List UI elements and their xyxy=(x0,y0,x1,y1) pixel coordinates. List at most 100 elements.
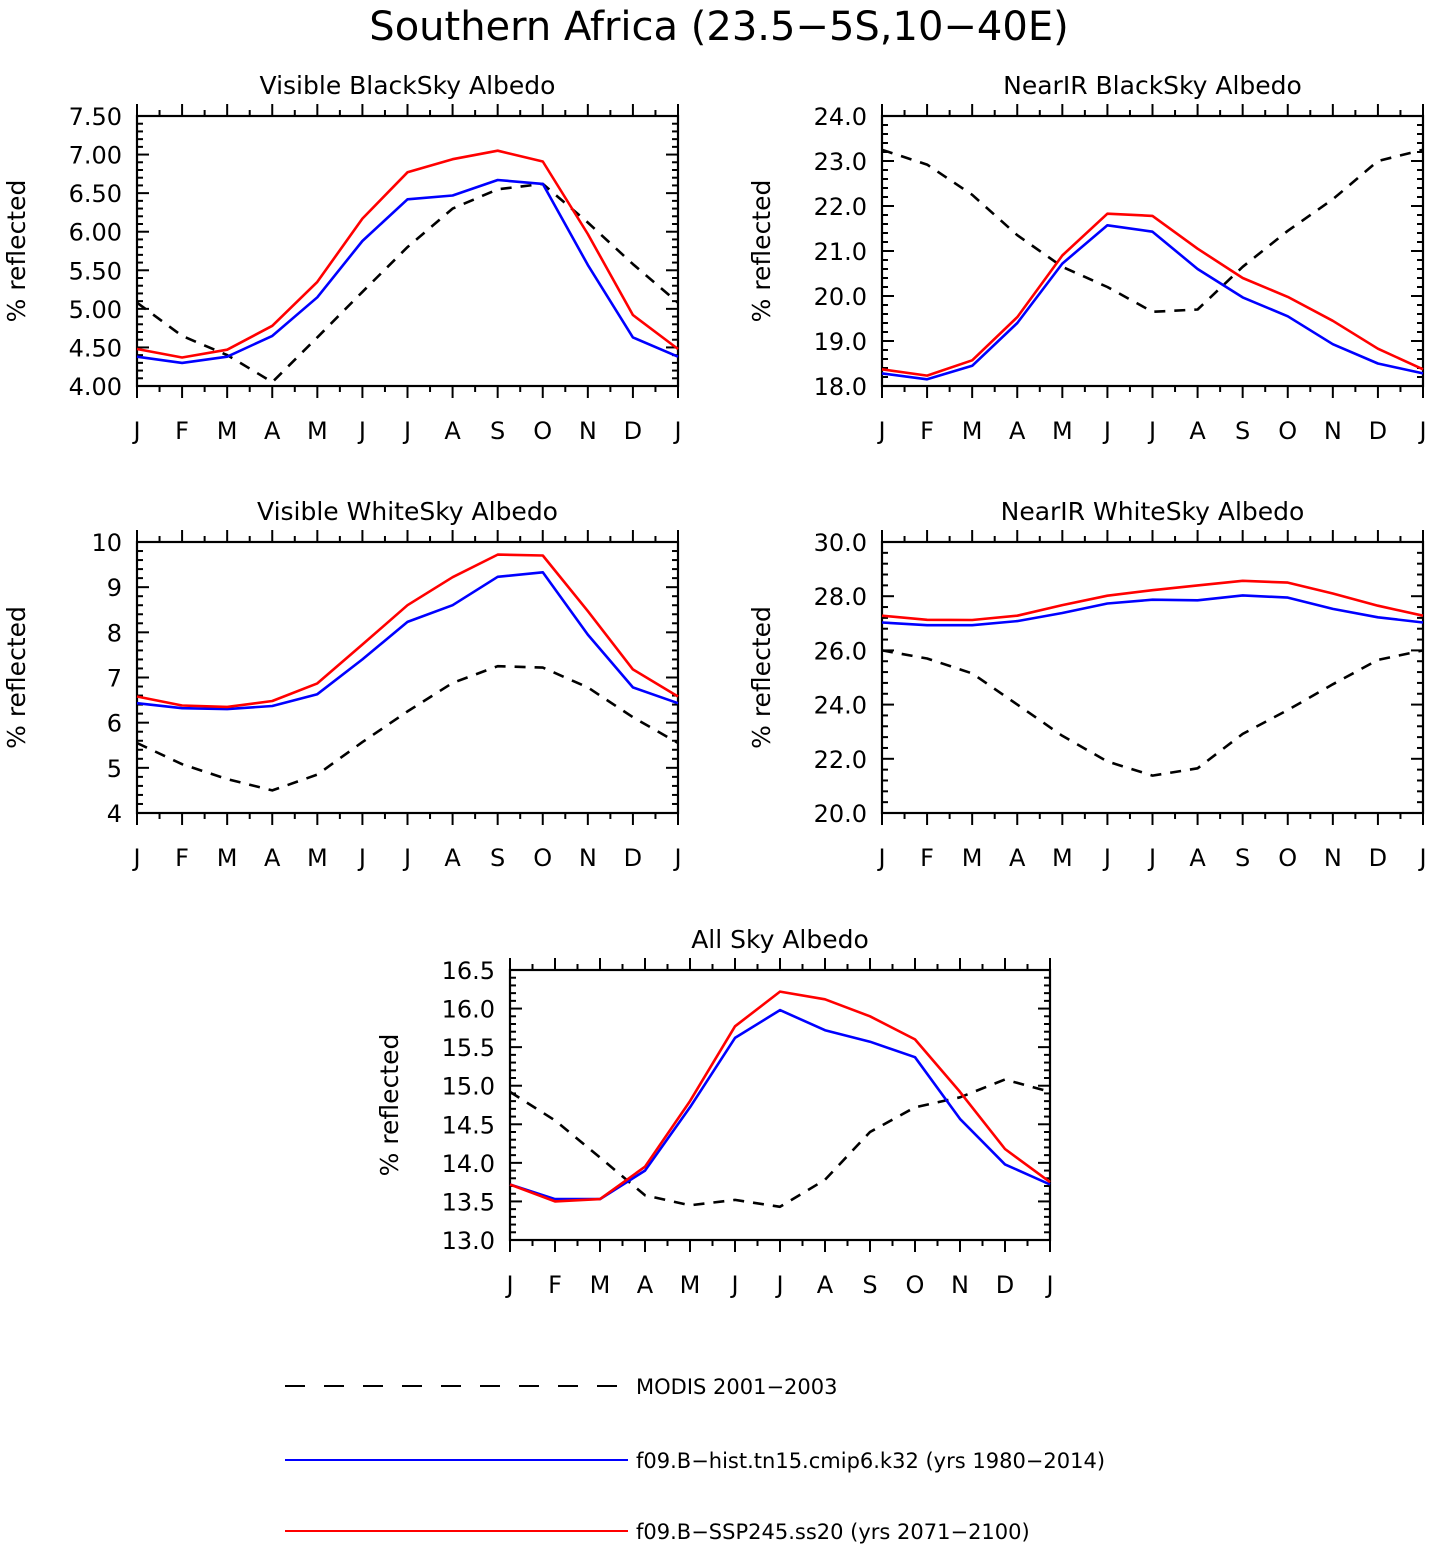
y-axis-label: % reflected xyxy=(2,180,31,323)
x-tick-label: M xyxy=(590,1271,611,1299)
x-tick-label: M xyxy=(680,1271,701,1299)
x-tick-label: M xyxy=(1052,844,1073,872)
x-tick-label: D xyxy=(1369,844,1387,872)
panel-title: Visible WhiteSky Albedo xyxy=(257,497,558,526)
x-tick-label: A xyxy=(1189,417,1206,445)
x-tick-label: O xyxy=(533,417,552,445)
y-tick-label: 13.0 xyxy=(442,1227,495,1255)
x-tick-label: D xyxy=(996,1271,1014,1299)
tick-marks xyxy=(881,530,1424,825)
y-tick-label: 14.0 xyxy=(442,1150,495,1178)
y-tick-label: 24.0 xyxy=(814,692,867,720)
y-tick-label: 22.0 xyxy=(814,746,867,774)
series-line-modis xyxy=(881,649,1424,777)
figure-title: Southern Africa (23.5−5S,10−40E) xyxy=(369,4,1068,50)
y-tick-label: 7.50 xyxy=(69,103,122,131)
legend-item-modis: MODIS 2001−2003 xyxy=(285,1375,838,1399)
series-line-ssp xyxy=(136,553,679,709)
x-tick-label: A xyxy=(444,844,461,872)
legend-item-ssp: f09.B−SSP245.ss20 (yrs 2071−2100) xyxy=(285,1520,1030,1544)
x-tick-label: N xyxy=(579,417,597,445)
x-tick-label: N xyxy=(951,1271,969,1299)
x-tick-label: J xyxy=(131,844,140,872)
x-tick-label: O xyxy=(906,1271,925,1299)
y-tick-label: 21.0 xyxy=(814,238,867,266)
x-tick-label: M xyxy=(217,844,238,872)
y-axis-label: % reflected xyxy=(375,1034,404,1177)
series-line-modis xyxy=(881,148,1424,314)
series-line-hist xyxy=(881,594,1424,627)
y-tick-label: 28.0 xyxy=(814,583,867,611)
y-tick-label: 20.0 xyxy=(814,283,867,311)
x-tick-label: D xyxy=(624,844,642,872)
y-tick-label: 16.0 xyxy=(442,996,495,1024)
legend-item-hist: f09.B−hist.tn15.cmip6.k32 (yrs 1980−2014… xyxy=(285,1449,1105,1473)
y-tick-label: 6.00 xyxy=(69,219,122,247)
x-tick-label: A xyxy=(444,417,461,445)
x-tick-label: J xyxy=(1417,417,1426,445)
y-tick-label: 7.00 xyxy=(69,142,122,170)
y-tick-label: 4.50 xyxy=(69,334,122,362)
x-tick-label: N xyxy=(579,844,597,872)
y-tick-label: 22.0 xyxy=(814,193,867,221)
y-axis-label: % reflected xyxy=(2,606,31,749)
x-tick-label: M xyxy=(307,417,328,445)
x-tick-label: J xyxy=(1102,417,1111,445)
x-tick-label: A xyxy=(817,1271,834,1299)
tick-marks xyxy=(136,530,679,825)
x-tick-label: J xyxy=(402,844,411,872)
y-tick-label: 15.5 xyxy=(442,1034,495,1062)
y-tick-label: 14.5 xyxy=(442,1111,495,1139)
y-tick-label: 5.00 xyxy=(69,296,122,324)
x-tick-label: J xyxy=(357,844,366,872)
x-tick-label: J xyxy=(1417,844,1426,872)
x-tick-label: J xyxy=(357,417,366,445)
x-tick-label: M xyxy=(217,417,238,445)
x-tick-label: M xyxy=(962,417,983,445)
series-line-ssp xyxy=(881,212,1424,377)
y-tick-label: 13.5 xyxy=(442,1188,495,1216)
y-tick-label: 6 xyxy=(107,710,122,738)
series-line-ssp xyxy=(509,990,1051,1203)
plot-frame xyxy=(135,540,680,815)
x-tick-label: S xyxy=(490,417,505,445)
x-tick-label: J xyxy=(729,1271,738,1299)
x-tick-label: S xyxy=(1235,844,1250,872)
y-tick-label: 15.0 xyxy=(442,1073,495,1101)
x-tick-label: J xyxy=(1147,844,1156,872)
y-tick-label: 16.5 xyxy=(442,957,495,985)
plot-frame xyxy=(880,114,1425,388)
x-tick-label: M xyxy=(307,844,328,872)
x-tick-label: D xyxy=(1369,417,1387,445)
x-tick-label: F xyxy=(175,417,189,445)
y-tick-label: 24.0 xyxy=(814,103,867,131)
legend-label: f09.B−hist.tn15.cmip6.k32 (yrs 1980−2014… xyxy=(636,1449,1105,1473)
x-tick-label: A xyxy=(1009,417,1026,445)
y-tick-label: 26.0 xyxy=(814,637,867,665)
series-line-modis xyxy=(509,1078,1051,1209)
y-axis-label: % reflected xyxy=(747,180,776,323)
series-line-hist xyxy=(136,570,679,711)
plot-frame xyxy=(880,540,1425,815)
panel-title: NearIR WhiteSky Albedo xyxy=(1001,497,1305,526)
x-tick-label: M xyxy=(1052,417,1073,445)
x-tick-label: F xyxy=(548,1271,562,1299)
x-tick-label: S xyxy=(862,1271,877,1299)
y-tick-label: 10 xyxy=(91,529,122,557)
x-tick-label: J xyxy=(402,417,411,445)
panel-title: NearIR BlackSky Albedo xyxy=(1003,71,1302,100)
x-tick-label: S xyxy=(490,844,505,872)
x-tick-label: D xyxy=(624,417,642,445)
x-tick-label: N xyxy=(1324,844,1342,872)
x-tick-label: O xyxy=(1278,844,1297,872)
tick-marks xyxy=(881,104,1424,398)
legend: MODIS 2001−2003 f09.B−hist.tn15.cmip6.k32… xyxy=(285,1375,1105,1544)
x-tick-label: A xyxy=(1189,844,1206,872)
x-tick-label: J xyxy=(504,1271,513,1299)
x-tick-label: N xyxy=(1324,417,1342,445)
